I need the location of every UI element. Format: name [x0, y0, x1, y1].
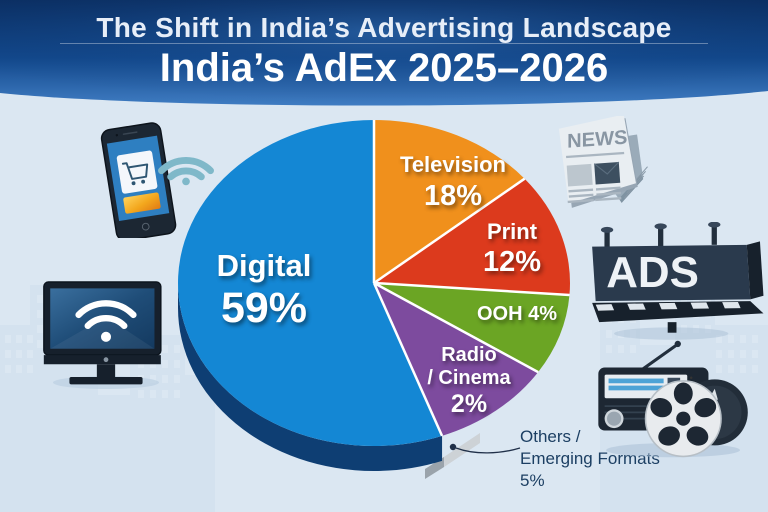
svg-text:NEWS: NEWS — [567, 127, 627, 153]
svg-text:ADS: ADS — [606, 248, 699, 297]
